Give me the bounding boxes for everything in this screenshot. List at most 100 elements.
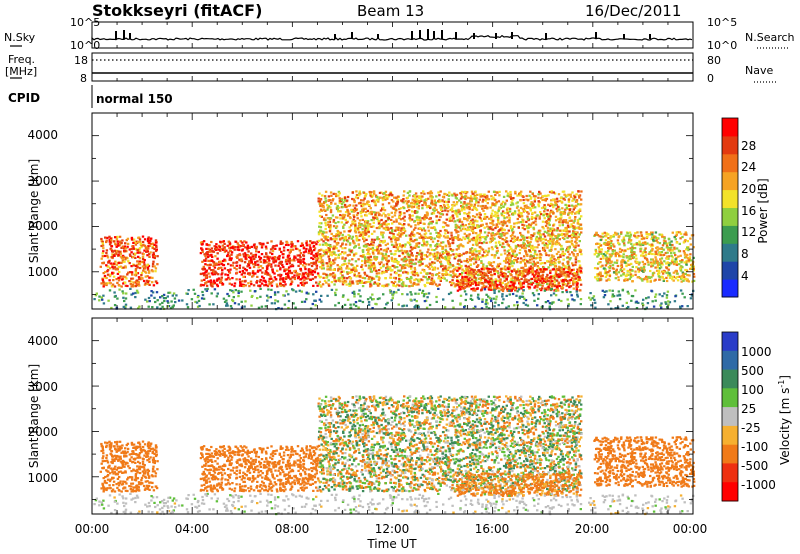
power-cell: [235, 268, 238, 271]
power-cell: [251, 270, 255, 273]
power-cell: [380, 272, 383, 275]
power-cell: [467, 223, 471, 226]
power-cell: [557, 281, 560, 284]
power-cell: [438, 233, 441, 236]
power-cell: [498, 262, 502, 265]
power-cell: [490, 234, 493, 237]
power-cell: [462, 283, 465, 286]
power-cell: [506, 232, 509, 235]
power-cell: [483, 213, 487, 216]
power-cell: [502, 219, 506, 222]
power-cell: [201, 250, 204, 253]
power-cell: [409, 243, 412, 246]
power-cell: [494, 245, 497, 248]
power-cell: [410, 248, 414, 251]
power-cell: [301, 281, 304, 284]
power-cell: [451, 194, 454, 197]
power-cell: [360, 265, 363, 268]
power-cell: [469, 197, 472, 200]
power-cell: [367, 251, 370, 254]
power-cell: [547, 218, 550, 221]
power-cell: [335, 242, 339, 245]
power-cell: [519, 281, 522, 285]
power-cell: [389, 250, 392, 253]
power-cell: [421, 262, 424, 265]
power-cell: [204, 263, 207, 266]
power-cell: [459, 243, 462, 246]
power-cell: [362, 210, 365, 213]
power-cell: [362, 254, 366, 257]
power-cell: [345, 283, 348, 286]
power-cell: [471, 275, 474, 278]
power-cell: [496, 246, 499, 250]
power-cell: [493, 283, 497, 286]
power-cell: [364, 220, 368, 223]
power-cell: [140, 271, 144, 274]
power-cell: [205, 281, 208, 284]
power-cell: [381, 256, 384, 259]
power-cell: [505, 216, 509, 219]
power-cell: [363, 229, 367, 232]
power-cell: [363, 273, 367, 276]
power-cell: [441, 245, 444, 249]
power-cell: [340, 203, 344, 206]
power-cell: [288, 257, 291, 260]
power-cell: [440, 263, 443, 266]
power-cell: [136, 272, 140, 275]
power-cell: [385, 263, 389, 266]
power-cell: [126, 273, 129, 276]
power-cell: [426, 192, 430, 195]
power-cell: [533, 246, 537, 249]
power-cell: [285, 275, 288, 279]
power-cell: [244, 255, 247, 258]
power-cell: [151, 265, 155, 268]
power-cell: [370, 225, 373, 228]
power-cell: [549, 260, 552, 263]
power-cell: [494, 226, 497, 230]
power-cell: [460, 195, 464, 198]
power-cell: [497, 221, 500, 224]
power-cell: [398, 279, 401, 282]
power-cell: [412, 228, 416, 231]
power-cell: [502, 259, 506, 263]
power-cell: [242, 285, 245, 288]
power-cell: [329, 262, 332, 265]
power-cell: [454, 194, 457, 197]
power-cell: [228, 249, 232, 252]
power-cell: [329, 211, 333, 214]
power-cell: [414, 258, 418, 261]
power-cell: [515, 253, 518, 256]
power-cell: [309, 278, 313, 281]
power-cell: [573, 234, 576, 237]
power-cell: [536, 261, 540, 264]
power-cell: [463, 217, 466, 220]
power-cell: [244, 284, 247, 287]
power-cell: [522, 266, 525, 269]
power-cell: [497, 265, 500, 268]
power-cell: [552, 191, 555, 194]
power-cell: [313, 247, 317, 250]
power-cell: [510, 262, 513, 265]
power-cell: [447, 273, 451, 276]
power-cell: [392, 233, 395, 236]
power-cell: [467, 278, 470, 281]
power-cell: [373, 281, 377, 284]
power-cell: [329, 244, 332, 247]
power-cell: [325, 262, 328, 265]
power-cell: [491, 238, 495, 242]
power-cell: [367, 200, 370, 203]
power-cell: [386, 242, 389, 245]
power-cell: [517, 226, 520, 229]
power-cell: [260, 246, 264, 249]
power-cell: [329, 206, 332, 209]
power-cell: [328, 218, 332, 221]
power-cell: [534, 217, 538, 220]
power-cell: [373, 211, 376, 214]
power-cell: [366, 252, 369, 256]
power-cell: [261, 244, 264, 247]
power-cell: [439, 265, 443, 268]
power-cell: [500, 253, 503, 256]
power-cell: [111, 285, 114, 288]
power-cell: [212, 250, 216, 253]
power-cell: [204, 254, 207, 258]
